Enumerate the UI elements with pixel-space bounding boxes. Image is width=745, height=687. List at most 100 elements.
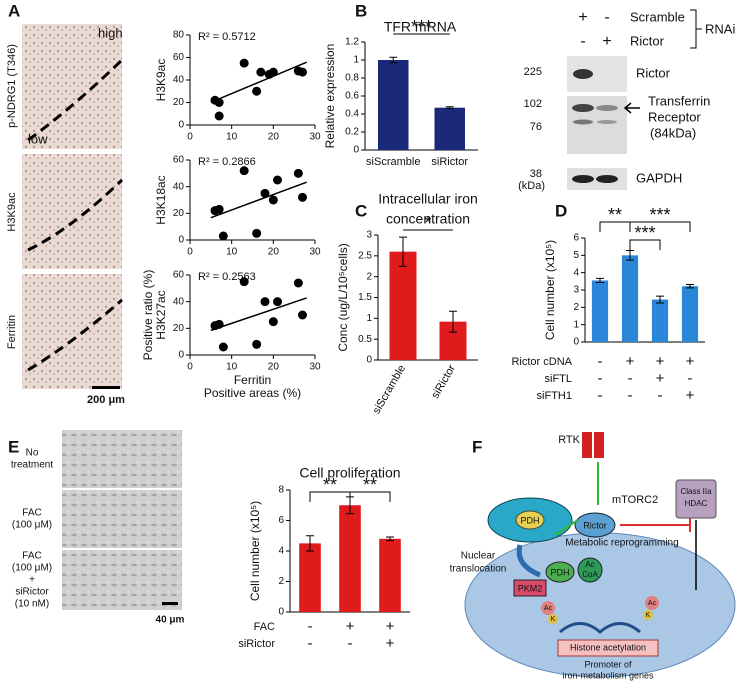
point [252,339,262,349]
node-label: Rictor [583,520,607,530]
blot-label: Rictor [630,33,665,48]
y-tick-label: 0.2 [345,127,359,138]
significance: ** [363,475,377,495]
condition-mark: - [598,387,603,404]
error-bar [686,283,694,289]
image [22,24,122,149]
y-axis-label: Cell number (x10⁵) [248,501,262,601]
y-tick-label: 1 [573,319,579,330]
bar [299,543,321,612]
condition-mark: - [598,353,603,370]
y-tick-label: 0 [178,120,184,131]
point [273,175,282,185]
panel-label: E [8,437,19,456]
y-tick-label: 5 [573,250,579,261]
bar [379,538,401,612]
y-tick-label: 40 [173,296,185,307]
condition-mark: + [686,387,695,404]
y-tick-label: 60 [173,270,185,281]
scale-bar [92,386,120,389]
node-label: iron-metabolism genes [562,670,654,680]
row-label: (100 μM) [12,563,52,574]
bar [339,505,361,612]
significance-bracket [349,491,391,502]
y-tick-label: 1 [366,313,372,324]
boundary [27,298,123,372]
band-label: Rictor [636,65,671,80]
y-tick-label: 0.6 [345,91,359,102]
bar [434,107,466,150]
point [260,297,270,307]
x-tick-label: 30 [309,362,321,373]
error-bar [399,236,407,267]
point [218,342,228,352]
error-bar [626,249,634,261]
point [218,231,228,241]
x-tick-label: siScramble [366,156,420,168]
x-tick-label: 0 [187,132,193,143]
blot-mark: - [604,9,609,26]
y-tick-label: 40 [173,75,185,86]
image-label: high [98,25,123,40]
bar [389,251,417,360]
panel-label: B [355,1,367,20]
condition-mark: + [656,370,665,387]
y-tick-label: 3 [573,285,579,296]
y-tick-label: 0 [366,355,372,366]
row-label: Ferritin [6,315,18,349]
chart-title: TFR mRNA [384,19,457,35]
y-axis-label: Cell number (x10⁵) [543,240,557,340]
marker: 38 [530,168,542,180]
y-axis-label: H3K18ac [154,175,168,224]
blot-label: Scramble [630,9,685,24]
x-axis-label: Ferritin [234,373,271,387]
y-tick-label: 1.2 [345,37,359,48]
x-tick-label: 20 [268,362,280,373]
error-bar [596,277,604,284]
condition-mark: + [686,353,695,370]
condition-mark: - [658,387,663,404]
condition-label: siFTL [545,373,573,385]
point [268,317,278,327]
y-tick-label: 0 [278,607,284,618]
y-tick-label: 2.5 [358,250,372,261]
image-label: low [28,131,48,146]
point [298,310,307,320]
point [298,192,307,202]
y-tick-label: 0 [573,337,579,348]
error-bar [389,56,398,64]
node-label: Class IIa [680,487,712,496]
bar [651,299,669,342]
condition-label: siRictor [238,638,275,650]
chart-title: concentration [386,211,470,227]
node-label: CoA [582,570,598,579]
image [22,154,122,269]
cell-images [62,430,182,610]
ihc-images [22,24,124,389]
error-bar [449,310,457,333]
trend-line [210,297,307,332]
condition-mark: + [626,353,635,370]
condition-mark: + [656,353,665,370]
blot-mark: - [580,33,585,50]
x-tick-label: 10 [226,247,238,258]
condition-label: siFTH1 [537,390,572,402]
bar [377,60,409,150]
node-label: HDAC [685,499,708,508]
trend-line [210,61,307,104]
y-axis-label: Conc (ug/L/10⁵cells) [336,243,350,351]
y-axis-label: Relative expression [323,44,337,149]
marker: 225 [524,66,542,78]
x-tick-label: 20 [268,132,280,143]
row-label: FAC [22,508,41,519]
band-label: Transferrin [648,93,710,108]
node-label: RTK [558,434,580,446]
y-tick-label: 8 [278,485,284,496]
y-tick-label: 0 [178,235,184,246]
y-tick-label: 0 [178,350,184,361]
x-tick-label: siScramble [371,363,409,416]
panel-label: D [555,201,567,220]
condition-label: FAC [254,621,275,633]
point [293,168,303,178]
y-tick-label: 1.5 [358,292,372,303]
